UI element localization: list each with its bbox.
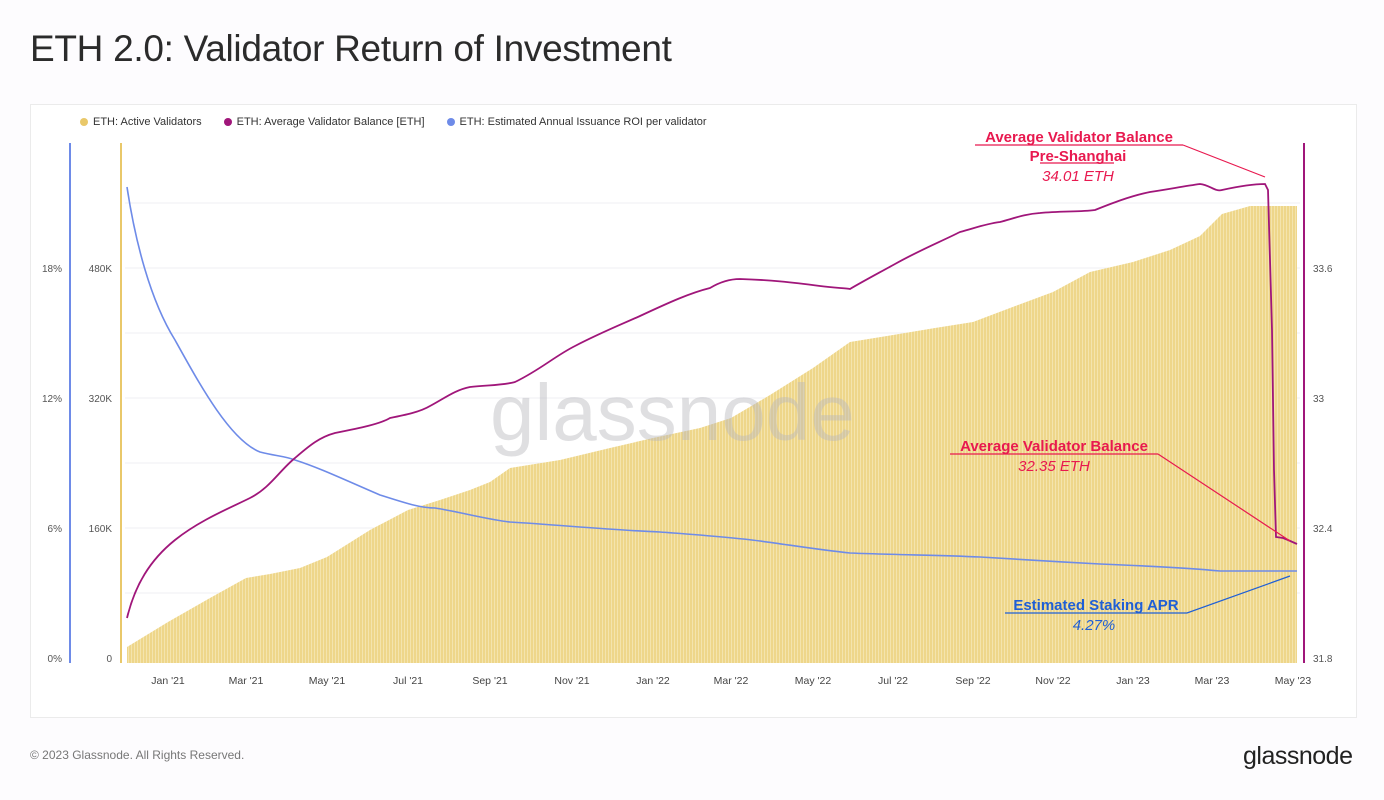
watermark: glassnode (490, 368, 855, 457)
svg-text:Nov '22: Nov '22 (1035, 675, 1070, 687)
svg-text:6%: 6% (48, 524, 63, 535)
annotation-apr-value: 4.27% (1073, 617, 1116, 634)
footer-copyright: © 2023 Glassnode. All Rights Reserved. (30, 748, 245, 762)
validators-axis-ticks: 480K 320K 160K 0 (89, 264, 113, 665)
pre-shanghai-leader (1182, 144, 1266, 178)
legend-item-avg-balance[interactable]: ETH: Average Validator Balance [ETH] (223, 116, 425, 128)
avg-balance-line (126, 183, 1298, 619)
svg-text:May '23: May '23 (1275, 675, 1312, 687)
annotation-balance-value: 32.35 ETH (1018, 458, 1090, 475)
legend-dot-icon (80, 118, 88, 126)
balance-axis-ticks: 33.6 33 32.4 31.8 (1313, 264, 1333, 665)
annotation-balance-title: Average Validator Balance (960, 438, 1148, 455)
legend-label: ETH: Estimated Annual Issuance ROI per v… (459, 116, 707, 128)
svg-text:Jul '22: Jul '22 (878, 675, 908, 687)
annotation-pre-shanghai-subtitle: Pre-Shanghai (1030, 148, 1127, 165)
apr-leader (1005, 575, 1291, 614)
svg-text:320K: 320K (89, 394, 113, 405)
svg-text:480K: 480K (89, 264, 113, 275)
svg-text:0%: 0% (48, 654, 63, 665)
x-axis-ticks: Jan '21 Mar '21 May '21 Jul '21 Sep '21 … (151, 675, 1311, 687)
svg-text:May '22: May '22 (795, 675, 832, 687)
svg-text:32.4: 32.4 (1313, 524, 1333, 535)
svg-text:Sep '22: Sep '22 (955, 675, 990, 687)
svg-text:0: 0 (106, 654, 112, 665)
svg-text:Jan '23: Jan '23 (1116, 675, 1150, 687)
svg-text:Jan '22: Jan '22 (636, 675, 670, 687)
svg-text:Jan '21: Jan '21 (151, 675, 185, 687)
current-balance-leader (1157, 453, 1291, 542)
active-validators-bars (127, 206, 1297, 663)
legend-item-active-validators[interactable]: ETH: Active Validators (80, 116, 202, 128)
svg-text:31.8: 31.8 (1313, 654, 1333, 665)
svg-text:Mar '22: Mar '22 (714, 675, 749, 687)
footer-logo[interactable]: glassnode (1243, 742, 1353, 770)
legend-item-roi[interactable]: ETH: Estimated Annual Issuance ROI per v… (446, 116, 707, 128)
svg-text:33.6: 33.6 (1313, 264, 1333, 275)
legend-label: ETH: Average Validator Balance [ETH] (236, 116, 425, 128)
svg-text:18%: 18% (42, 264, 62, 275)
page-title: ETH 2.0: Validator Return of Investment (30, 28, 672, 69)
svg-text:Jul '21: Jul '21 (393, 675, 423, 687)
chart-legend: ETH: Active Validators ETH: Average Vali… (80, 116, 707, 128)
annotation-pre-shanghai-title: Average Validator Balance (985, 129, 1173, 146)
svg-text:12%: 12% (42, 394, 62, 405)
annotation-pre-shanghai-value: 34.01 ETH (1042, 168, 1114, 185)
svg-text:Mar '23: Mar '23 (1195, 675, 1230, 687)
svg-text:33: 33 (1313, 394, 1325, 405)
annotation-apr-title: Estimated Staking APR (1013, 597, 1178, 614)
svg-text:Mar '21: Mar '21 (229, 675, 264, 687)
svg-text:May '21: May '21 (309, 675, 346, 687)
legend-label: ETH: Active Validators (93, 116, 202, 128)
legend-dot-icon (223, 118, 232, 126)
svg-text:Sep '21: Sep '21 (472, 675, 507, 687)
legend-dot-icon (446, 118, 455, 126)
roi-line (126, 186, 1297, 572)
svg-text:160K: 160K (89, 524, 113, 535)
roi-axis-ticks: 18% 12% 6% 0% (42, 264, 62, 665)
svg-text:Nov '21: Nov '21 (554, 675, 589, 687)
